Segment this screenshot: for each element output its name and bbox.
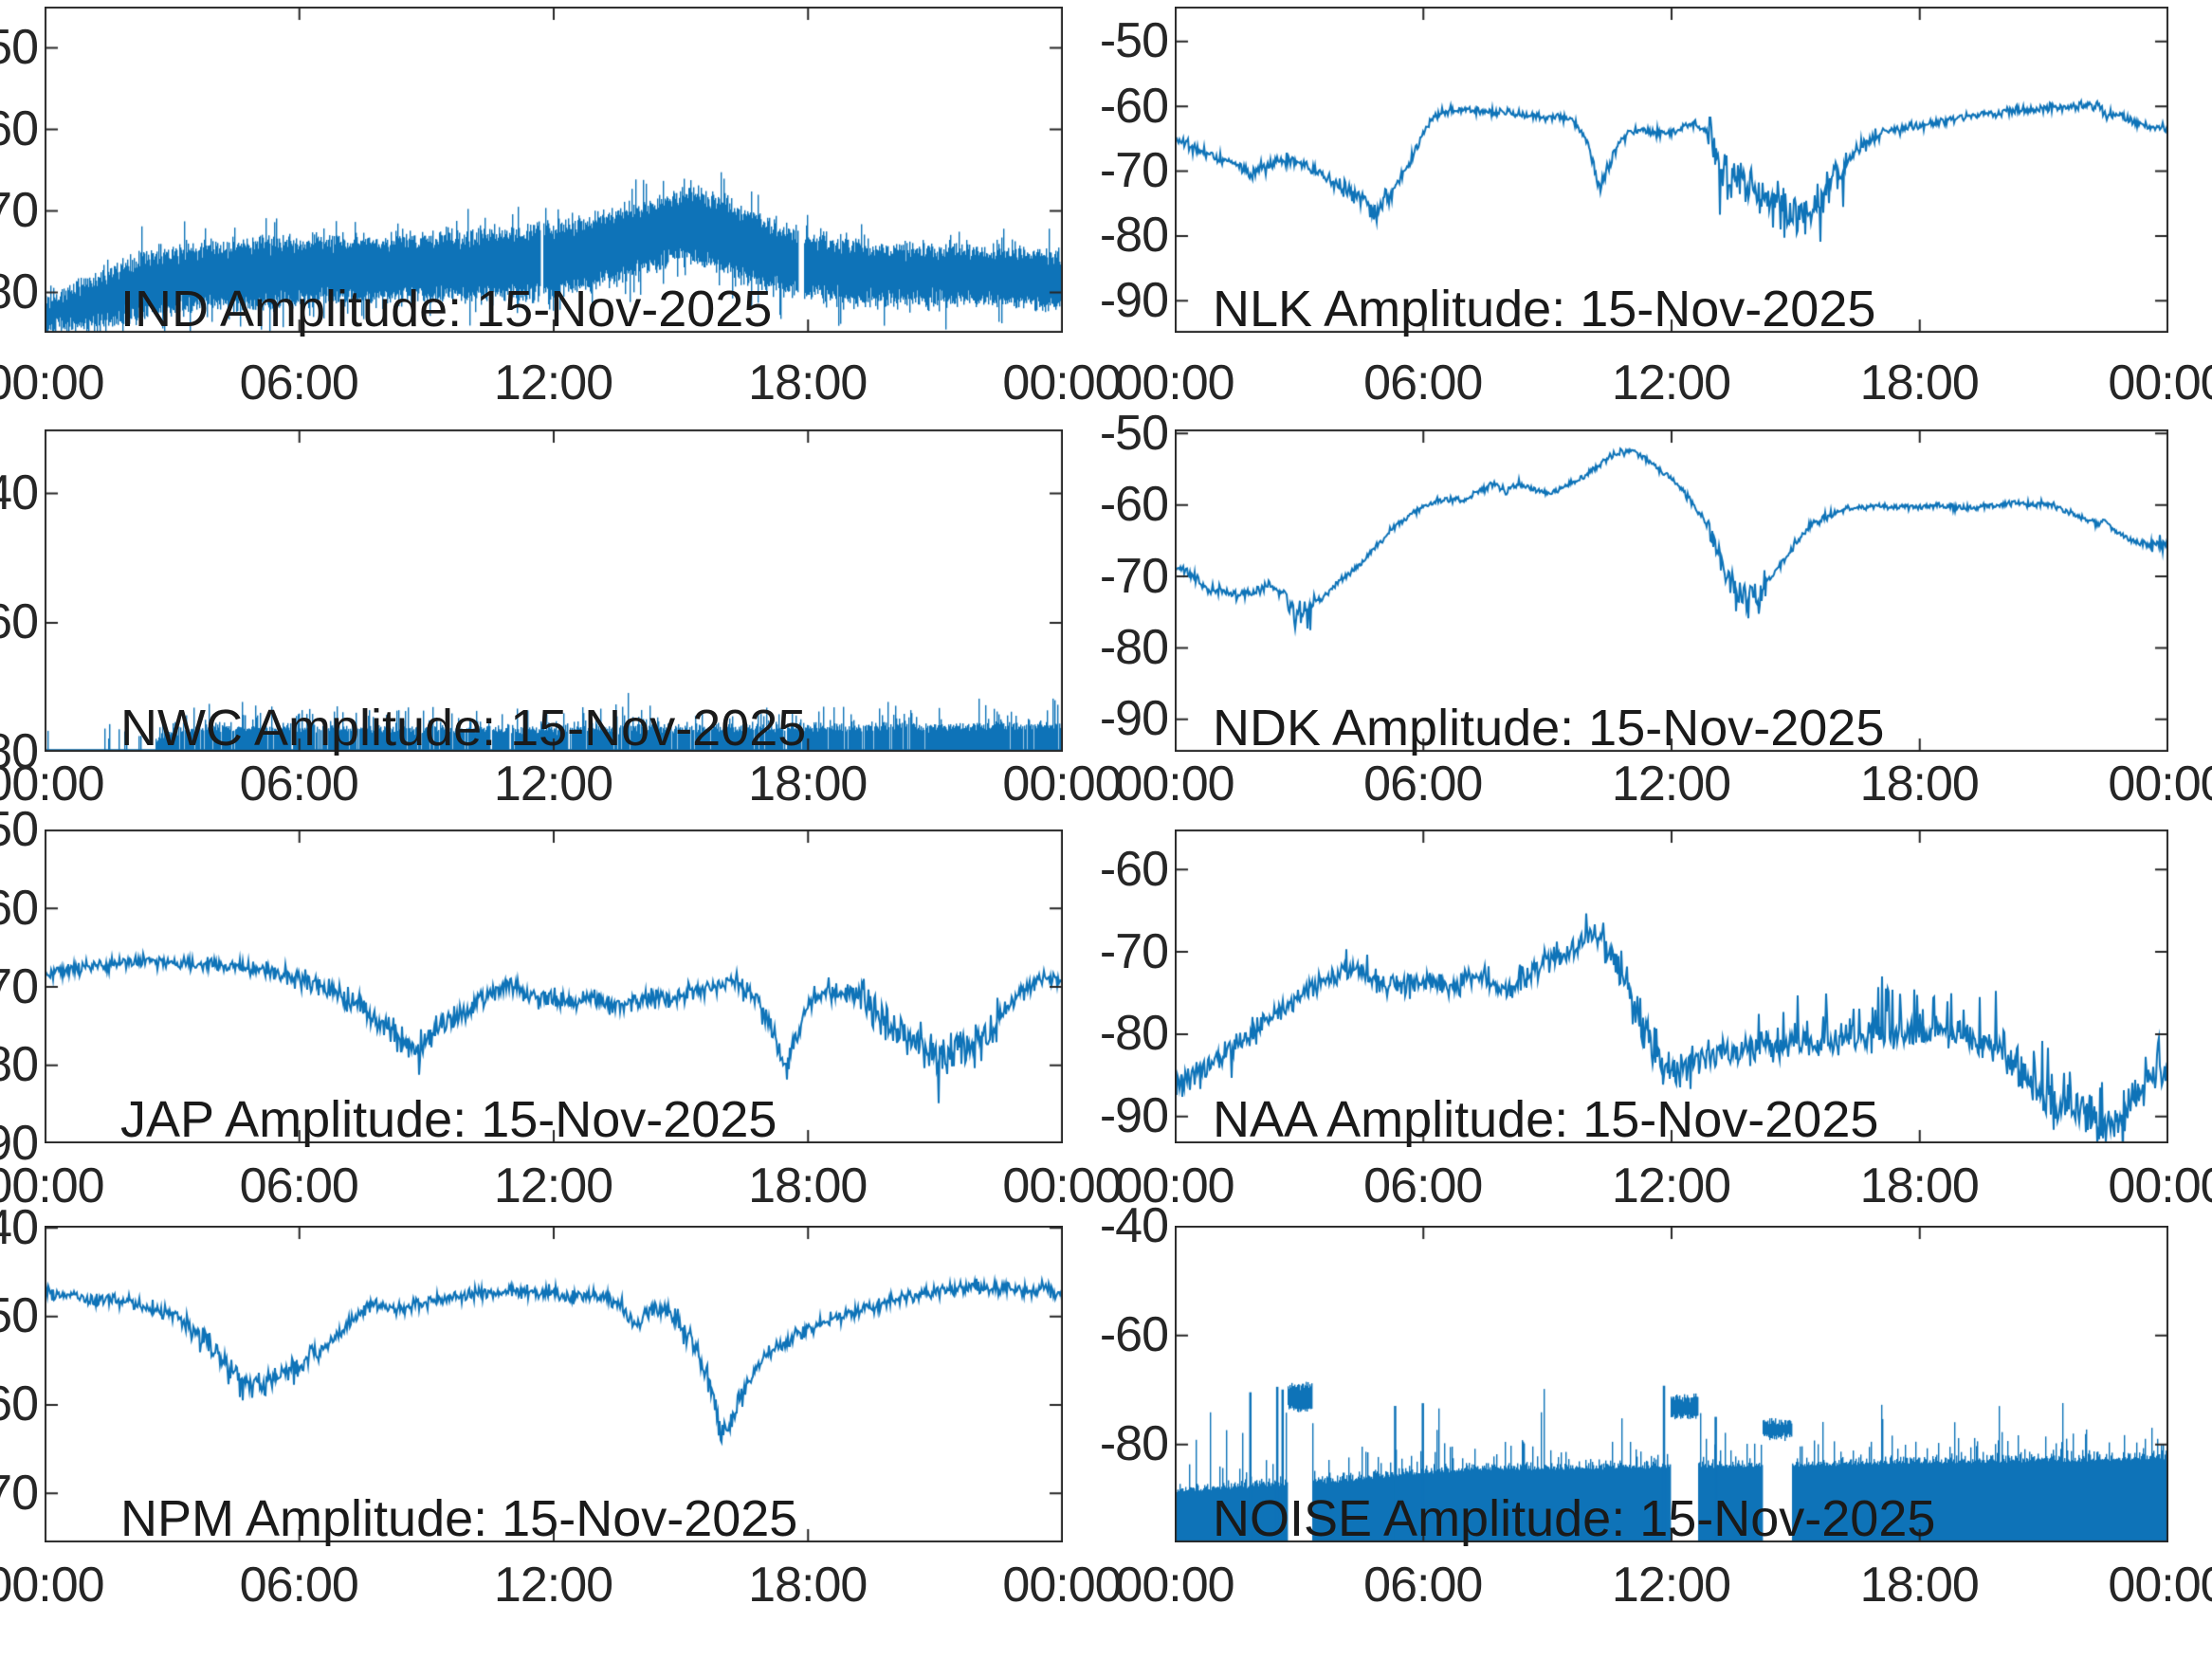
- x-tick-label-NDK: 00:00: [1115, 757, 1234, 811]
- subplot-title-NDK: NDK Amplitude: 15-Nov-2025: [1213, 700, 1885, 757]
- y-tick-label-NWC: 40: [0, 465, 39, 520]
- x-tick-label-NAA: 00:00: [1115, 1158, 1234, 1213]
- y-tick-label-NLK: -70: [1099, 143, 1169, 199]
- x-tick-label-IND: 06:00: [239, 356, 359, 410]
- plot-canvas-NDK: [1175, 429, 2168, 752]
- x-tick-label-NLK: 00:00: [2108, 356, 2212, 410]
- x-tick-label-JAP: 06:00: [239, 1158, 359, 1213]
- y-tick-label-NPM: 70: [0, 1465, 39, 1521]
- y-tick-label-NDK: -50: [1099, 405, 1169, 461]
- y-tick-label-JAP: 60: [0, 880, 39, 936]
- y-tick-label-NOISE: -60: [1099, 1307, 1169, 1363]
- plot-canvas-NWC: [45, 429, 1063, 752]
- y-tick-label-IND: 60: [0, 101, 39, 156]
- y-tick-label-NPM: 40: [0, 1199, 39, 1255]
- plot-canvas-JAP: [45, 830, 1063, 1143]
- x-tick-label-JAP: 00:00: [0, 1158, 105, 1213]
- y-tick-label-IND: 80: [0, 264, 39, 319]
- x-tick-label-NPM: 18:00: [748, 1558, 868, 1613]
- plot-canvas-NOISE: [1175, 1226, 2168, 1542]
- x-tick-label-NDK: 18:00: [1859, 757, 1980, 811]
- x-tick-label-NLK: 12:00: [1611, 356, 1731, 410]
- y-tick-label-NPM: 50: [0, 1288, 39, 1344]
- y-tick-label-NLK: -80: [1099, 208, 1169, 264]
- x-tick-label-NLK: 00:00: [1115, 356, 1234, 410]
- subplot-title-NPM: NPM Amplitude: 15-Nov-2025: [120, 1490, 798, 1547]
- y-tick-label-IND: 70: [0, 183, 39, 238]
- x-tick-label-NWC: 12:00: [493, 757, 613, 811]
- x-tick-label-NWC: 00:00: [0, 757, 105, 811]
- plot-canvas-NAA: [1175, 830, 2168, 1143]
- subplot-title-NLK: NLK Amplitude: 15-Nov-2025: [1213, 281, 1876, 337]
- x-tick-label-IND: 12:00: [493, 356, 613, 410]
- y-tick-label-NAA: -70: [1099, 923, 1169, 979]
- plot-canvas-IND: [45, 7, 1063, 333]
- plot-canvas-NPM: [45, 1226, 1063, 1542]
- y-tick-label-NAA: -90: [1099, 1088, 1169, 1144]
- x-tick-label-NAA: 00:00: [2108, 1158, 2212, 1213]
- plot-canvas-NLK: [1175, 7, 2168, 333]
- y-tick-label-JAP: 50: [0, 802, 39, 857]
- y-tick-label-NLK: -90: [1099, 272, 1169, 328]
- y-tick-label-JAP: 80: [0, 1037, 39, 1093]
- y-tick-label-NDK: -70: [1099, 548, 1169, 604]
- x-tick-label-NPM: 06:00: [239, 1558, 359, 1613]
- y-tick-label-NLK: -60: [1099, 78, 1169, 134]
- x-tick-label-JAP: 12:00: [493, 1158, 613, 1213]
- subplot-title-NAA: NAA Amplitude: 15-Nov-2025: [1213, 1091, 1879, 1148]
- y-tick-label-NDK: -80: [1099, 619, 1169, 675]
- x-tick-label-JAP: 00:00: [1002, 1158, 1122, 1213]
- x-tick-label-NAA: 18:00: [1859, 1158, 1980, 1213]
- x-tick-label-IND: 00:00: [1002, 356, 1122, 410]
- x-tick-label-NOISE: 00:00: [1115, 1558, 1234, 1613]
- x-tick-label-NAA: 06:00: [1363, 1158, 1483, 1213]
- x-tick-label-NWC: 18:00: [748, 757, 868, 811]
- x-tick-label-NPM: 00:00: [0, 1558, 105, 1613]
- x-tick-label-NDK: 12:00: [1611, 757, 1731, 811]
- x-tick-label-NLK: 18:00: [1859, 356, 1980, 410]
- subplot-title-NWC: NWC Amplitude: 15-Nov-2025: [120, 700, 807, 757]
- x-tick-label-NLK: 06:00: [1363, 356, 1483, 410]
- x-tick-label-NPM: 12:00: [493, 1558, 613, 1613]
- y-tick-label-JAP: 70: [0, 958, 39, 1014]
- y-tick-label-NAA: -80: [1099, 1006, 1169, 1062]
- x-tick-label-NWC: 06:00: [239, 757, 359, 811]
- y-tick-label-NAA: -60: [1099, 841, 1169, 897]
- x-tick-label-NAA: 12:00: [1611, 1158, 1731, 1213]
- y-tick-label-NDK: -90: [1099, 691, 1169, 747]
- y-tick-label-JAP: 90: [0, 1116, 39, 1171]
- x-tick-label-JAP: 18:00: [748, 1158, 868, 1213]
- x-tick-label-NPM: 00:00: [1002, 1558, 1122, 1613]
- x-tick-label-NOISE: 00:00: [2108, 1558, 2212, 1613]
- y-tick-label-NOISE: -80: [1099, 1416, 1169, 1472]
- y-tick-label-NLK: -50: [1099, 13, 1169, 69]
- subplot-title-IND: IND Amplitude: 15-Nov-2025: [120, 281, 773, 337]
- y-tick-label-NWC: 80: [0, 724, 39, 779]
- x-tick-label-NWC: 00:00: [1002, 757, 1122, 811]
- y-tick-label-IND: 50: [0, 20, 39, 75]
- x-tick-label-NDK: 06:00: [1363, 757, 1483, 811]
- x-tick-label-NDK: 00:00: [2108, 757, 2212, 811]
- x-tick-label-NOISE: 12:00: [1611, 1558, 1731, 1613]
- subplot-title-NOISE: NOISE Amplitude: 15-Nov-2025: [1213, 1490, 1936, 1547]
- x-tick-label-NOISE: 06:00: [1363, 1558, 1483, 1613]
- subplot-title-JAP: JAP Amplitude: 15-Nov-2025: [120, 1091, 777, 1148]
- y-tick-label-NDK: -60: [1099, 477, 1169, 533]
- y-tick-label-NOISE: -40: [1099, 1198, 1169, 1253]
- y-tick-label-NPM: 60: [0, 1376, 39, 1432]
- y-tick-label-NWC: 60: [0, 594, 39, 650]
- x-tick-label-IND: 18:00: [748, 356, 868, 410]
- x-tick-label-IND: 00:00: [0, 356, 105, 410]
- x-tick-label-NOISE: 18:00: [1859, 1558, 1980, 1613]
